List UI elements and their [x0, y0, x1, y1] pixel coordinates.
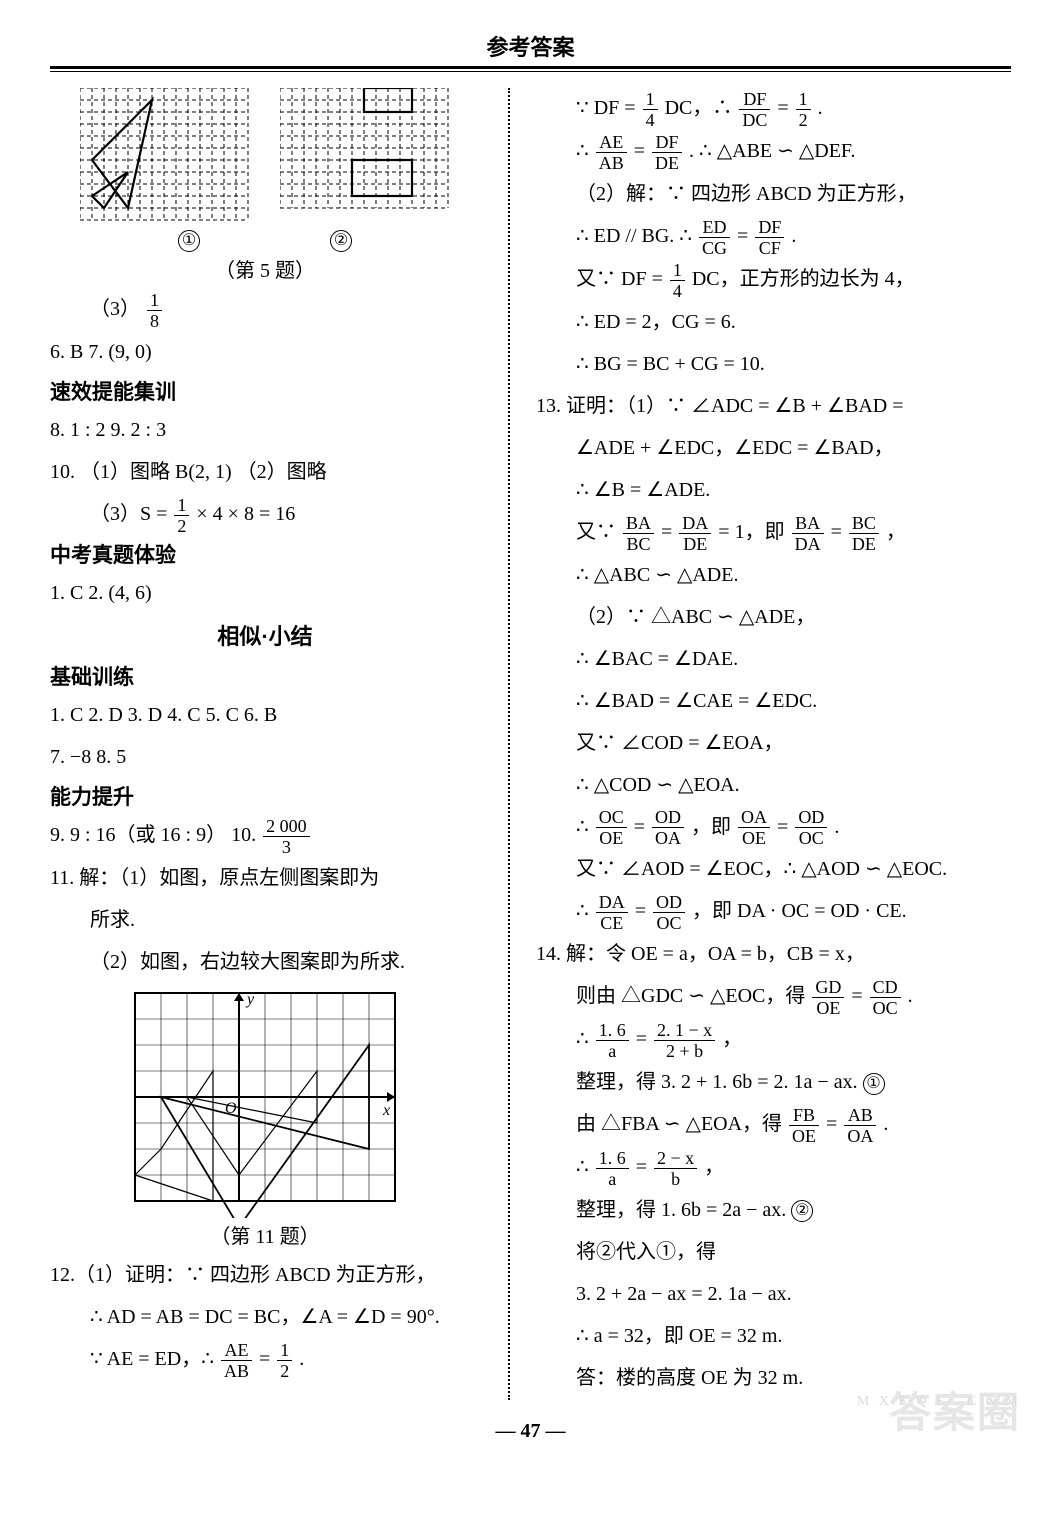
r31: 答：楼的高度 OE 为 32 m.: [536, 1358, 988, 1398]
q12-c: ∵ AE = ED，∴ AEAB = 12 .: [50, 1339, 480, 1380]
q11-b: （2）如图，右边较大图案即为所求.: [50, 942, 480, 982]
q5-label-1: ①: [178, 230, 200, 252]
r14: ∴ ∠BAC = ∠DAE.: [536, 639, 988, 679]
r23: ∴ 1. 6a = 2. 1 − x2 + b ，: [536, 1019, 988, 1060]
r12: ∴ △ABC ∽ △ADE.: [536, 555, 988, 595]
q12-b: ∴ AD = AB = DC = BC，∠A = ∠D = 90°.: [50, 1297, 480, 1337]
r1: ∵ DF = 14 DC，∴ DFDC = 12 .: [536, 88, 988, 129]
r8: 13. 证明：（1）∵ ∠ADC = ∠B + ∠BAD =: [536, 386, 988, 426]
r11: 又∵ BABC = DADE = 1，即 BADA = BCDE ，: [536, 512, 988, 553]
r28: 将②代入①，得: [536, 1232, 988, 1272]
q5-figure: [50, 88, 480, 228]
r7: ∴ BG = BC + CG = 10.: [536, 344, 988, 384]
page-title: 参考答案: [50, 30, 1011, 62]
r18: ∴ OCOE = ODOA ，即 OAOE = ODOC .: [536, 807, 988, 848]
rule-top-thick: [50, 66, 1011, 69]
r19: 又∵ ∠AOD = ∠EOC，∴ △AOD ∽ △EOC.: [536, 849, 988, 889]
basics-row2: 7. −8 8. 5: [50, 737, 480, 777]
q8-q9: 8. 1 : 2 9. 2 : 3: [50, 410, 480, 450]
r29: 3. 2 + 2a − ax = 2. 1a − ax.: [536, 1274, 988, 1314]
q9-q10: 9. 9 : 16（或 16 : 9） 10. 2 0003: [50, 815, 480, 856]
q11-caption: （第 11 题）: [50, 1220, 480, 1249]
section-basic: 基础训练: [50, 661, 480, 691]
q10-c: （3）S = 12 × 4 × 8 = 16: [50, 494, 480, 535]
svg-text:y: y: [245, 991, 255, 1008]
watermark-url: M X E Q E . C O M: [857, 1394, 1021, 1410]
svg-text:x: x: [382, 1102, 390, 1119]
r15: ∴ ∠BAD = ∠CAE = ∠EDC.: [536, 681, 988, 721]
r22: 则由 △GDC ∽ △EOC，得 GDOE = CDOC .: [536, 976, 988, 1017]
r26: ∴ 1. 6a = 2 − xb ，: [536, 1147, 988, 1188]
q12-a: 12.（1）证明：∵ 四边形 ABCD 为正方形，: [50, 1255, 480, 1295]
q11-figure: Oxy: [50, 988, 480, 1218]
r9: ∠ADE + ∠EDC，∠EDC = ∠BAD，: [536, 428, 988, 468]
q6-q7: 6. B 7. (9, 0): [50, 332, 480, 372]
r24: 整理，得 3. 2 + 1. 6b = 2. 1a − ax. ①: [536, 1062, 988, 1102]
r4: ∴ ED // BG. ∴ EDCG = DFCF .: [536, 216, 988, 257]
r20: ∴ DACE = ODOC ，即 DA · OC = OD · CE.: [536, 891, 988, 932]
exam-q1-q2: 1. C 2. (4, 6): [50, 573, 480, 613]
section-exam: 中考真题体验: [50, 539, 480, 569]
q5-caption: （第 5 题）: [50, 254, 480, 283]
section-speed: 速效提能集训: [50, 376, 480, 406]
r25: 由 △FBA ∽ △EOA，得 FBOE = ABOA .: [536, 1104, 988, 1145]
r2: ∴ AEAB = DFDE . ∴ △ABE ∽ △DEF.: [536, 131, 988, 172]
column-left: ① ② （第 5 题） （3） 18 6. B 7. (9, 0) 速效提能集训…: [50, 88, 490, 1400]
page-number: — 47 —: [50, 1420, 1011, 1443]
basics-row1: 1. C 2. D 3. D 4. C 5. C 6. B: [50, 695, 480, 735]
r27: 整理，得 1. 6b = 2a − ax. ②: [536, 1190, 988, 1230]
r13: （2）∵ △ABC ∽ △ADE，: [536, 597, 988, 637]
q11-a2: 所求.: [50, 900, 480, 940]
rule-top-thin: [50, 71, 1011, 72]
column-right: ∵ DF = 14 DC，∴ DFDC = 12 . ∴ AEAB = DFDE…: [528, 88, 988, 1400]
r17: ∴ △COD ∽ △EOA.: [536, 765, 988, 805]
r21: 14. 解：令 OE = a，OA = b，CB = x，: [536, 934, 988, 974]
q11-a: 11. 解：（1）如图，原点左侧图案即为: [50, 858, 480, 898]
r16: 又∵ ∠COD = ∠EOA，: [536, 723, 988, 763]
q5-grid-2: [280, 88, 450, 218]
chapter-title: 相似·小结: [50, 619, 480, 651]
r5: 又∵ DF = 14 DC，正方形的边长为 4，: [536, 259, 988, 300]
r10: ∴ ∠B = ∠ADE.: [536, 470, 988, 510]
r30: ∴ a = 32，即 OE = 32 m.: [536, 1316, 988, 1356]
q5-grid-1: [80, 88, 250, 228]
r3: （2）解：∵ 四边形 ABCD 为正方形，: [536, 174, 988, 214]
q5-part3: （3） 18: [50, 289, 480, 330]
column-divider: [508, 88, 510, 1400]
r6: ∴ ED = 2，CG = 6.: [536, 302, 988, 342]
section-ability: 能力提升: [50, 781, 480, 811]
q10-a: 10. （1）图略 B(2, 1) （2）图略: [50, 452, 480, 492]
q5-label-2: ②: [330, 230, 352, 252]
